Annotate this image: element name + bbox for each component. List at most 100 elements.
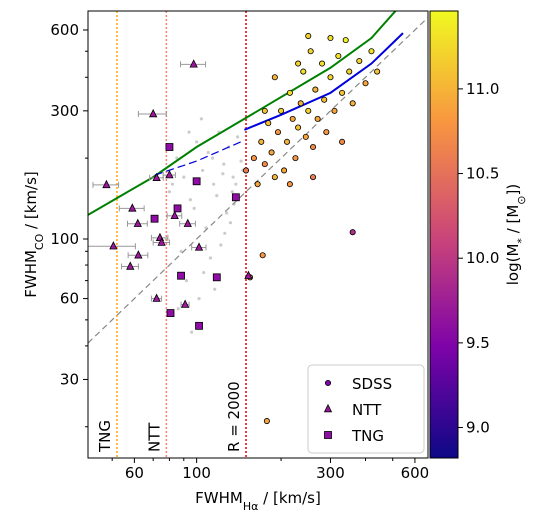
triangle-point [194, 242, 204, 251]
circle-point [310, 174, 317, 181]
colorbar-tick-label: 10.0 [466, 249, 499, 267]
circle-point [310, 143, 317, 151]
triangle-point [134, 250, 143, 259]
circle-point [335, 52, 342, 60]
fit-curve [88, 11, 397, 216]
background-point [202, 270, 206, 275]
colorbar-tick-label: 9.5 [466, 334, 490, 352]
background-point [179, 249, 183, 253]
colorbar [429, 10, 459, 459]
circle-point [292, 155, 299, 162]
circle-point [254, 181, 261, 188]
circle-point [346, 68, 353, 75]
circle-point [242, 167, 250, 174]
x-tick-label: 600 [401, 464, 430, 482]
circle-point [268, 149, 275, 156]
circle-point [305, 32, 312, 39]
background-point [223, 231, 227, 235]
circle-point [331, 107, 338, 114]
square-point [166, 309, 175, 317]
background-point [210, 156, 215, 160]
x-tick-label: 60 [125, 464, 144, 482]
circle-point [302, 133, 309, 140]
background-point [200, 168, 205, 173]
circle-point [283, 138, 291, 145]
circle-point [339, 138, 346, 145]
circle-point [271, 174, 278, 181]
circle-point [300, 68, 307, 75]
circle-point [281, 167, 288, 174]
x-axis-label: FWHMHα / [km/s] [195, 489, 321, 513]
vertical-line-label: R = 2000 [225, 381, 243, 452]
circle-point [250, 155, 257, 162]
background-point [190, 330, 194, 334]
circle-point [356, 57, 363, 64]
circle-point [261, 107, 268, 114]
label-subscript: Hα [243, 500, 259, 513]
label-part: / [M [504, 205, 522, 238]
square-point [165, 143, 174, 151]
triangle-point [128, 203, 137, 212]
label-subscript: CO [33, 233, 46, 250]
label-part: log(M [504, 244, 522, 286]
triangle-point [244, 270, 253, 279]
triangle-point [109, 241, 118, 250]
background-point [184, 279, 189, 283]
circle-point [286, 181, 293, 188]
label-subscript: * [515, 238, 528, 244]
circle-point [312, 86, 319, 93]
circle-point [319, 60, 326, 67]
label-part: / [km/s] [22, 171, 40, 233]
legend-marker [324, 379, 332, 387]
circle-point [295, 124, 302, 131]
background-point [228, 221, 233, 225]
label-part: FWHM [22, 250, 40, 298]
background-point [170, 182, 175, 186]
background-point [175, 156, 179, 160]
label-part: / [km/s] [258, 489, 320, 507]
circle-point [278, 107, 285, 114]
background-point [239, 159, 243, 163]
background-point [199, 117, 204, 121]
circle-point [297, 100, 304, 107]
circle-point [323, 129, 330, 136]
y-tick-label: 100 [50, 230, 79, 248]
legend-label: NTT [352, 401, 382, 419]
triangle-point [149, 108, 158, 118]
circle-point [349, 100, 356, 107]
background-point [234, 182, 238, 186]
circle-point [271, 74, 278, 81]
background-point [225, 211, 229, 215]
background-point [212, 182, 216, 186]
fit-curve [88, 17, 428, 344]
circle-point [265, 120, 272, 127]
square-point [173, 204, 182, 213]
background-point [182, 175, 186, 179]
triangle-point [165, 169, 174, 179]
label-part: ]) [504, 184, 522, 196]
x-tick-label: 100 [182, 464, 211, 482]
background-point [219, 243, 223, 247]
square-point [231, 193, 240, 202]
triangle-point [183, 218, 192, 227]
circle-point [289, 115, 296, 122]
fit-curve [154, 139, 245, 176]
plot-frame [87, 10, 429, 459]
background-point [192, 206, 196, 210]
triangle-point [126, 261, 135, 270]
square-point [195, 321, 203, 330]
legend-marker [323, 403, 333, 413]
legend-box [307, 364, 425, 454]
background-point [206, 150, 210, 155]
circle-point [339, 89, 346, 96]
background-point [236, 135, 240, 139]
circle-point [314, 115, 321, 122]
background-point [213, 287, 217, 291]
background-point [222, 162, 226, 166]
circle-point [374, 68, 381, 75]
vertical-line-label: TNG [96, 420, 114, 453]
y-tick-label: 600 [50, 21, 79, 39]
plot-content [88, 11, 428, 458]
circle-point [258, 138, 265, 145]
